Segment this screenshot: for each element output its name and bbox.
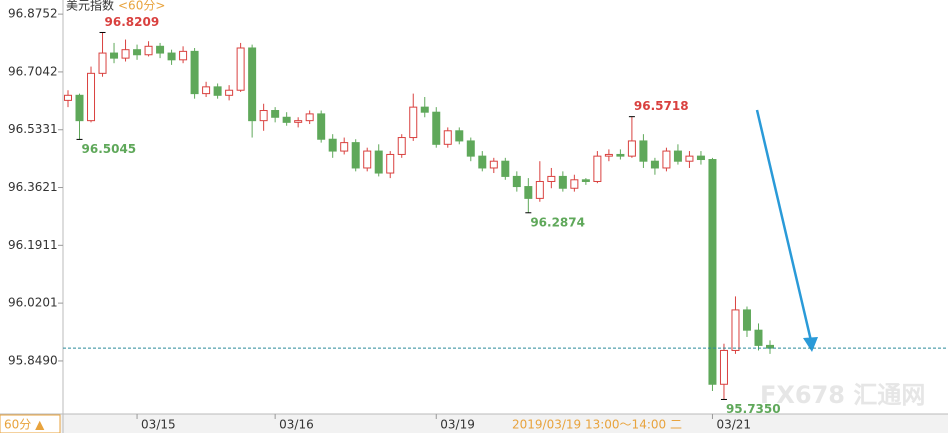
chart-title: 美元指数 bbox=[66, 0, 114, 13]
annotation-label: 96.8209 bbox=[105, 15, 160, 29]
candle-body bbox=[213, 86, 222, 96]
candle-body bbox=[75, 94, 84, 122]
candle-body bbox=[271, 110, 280, 118]
candle-body bbox=[225, 89, 234, 96]
candle-body bbox=[317, 113, 326, 140]
candle-body bbox=[248, 47, 257, 122]
cursor-label: 2019/03/19 13:00～14:00 二 bbox=[512, 418, 682, 432]
candle-body bbox=[650, 160, 659, 169]
candle-body bbox=[501, 160, 510, 177]
y-tick-label: 96.8752 bbox=[8, 7, 58, 21]
candle-body bbox=[570, 179, 579, 189]
candle-body bbox=[742, 309, 751, 331]
candle-body bbox=[374, 150, 383, 174]
x-tick-label: 03/16 bbox=[279, 418, 314, 432]
candle-body bbox=[708, 159, 717, 385]
candle-body bbox=[420, 106, 429, 113]
candle-body bbox=[662, 150, 671, 169]
candle-body bbox=[397, 137, 406, 155]
y-tick-label: 96.1911 bbox=[8, 238, 58, 252]
y-tick-label: 96.5331 bbox=[8, 122, 58, 136]
candle-body bbox=[696, 155, 705, 161]
candle-body bbox=[294, 120, 303, 123]
candle-body bbox=[259, 110, 268, 122]
candle-body bbox=[190, 50, 199, 95]
candle-body bbox=[144, 45, 153, 56]
candle-body bbox=[719, 349, 728, 385]
candle-body bbox=[616, 153, 625, 157]
candle-body bbox=[524, 186, 533, 199]
candle-body bbox=[87, 72, 96, 122]
candle-body bbox=[409, 106, 418, 139]
annotation-label: 96.2874 bbox=[530, 215, 585, 229]
annotation-label: 95.7350 bbox=[726, 402, 781, 416]
candle-body bbox=[386, 153, 395, 174]
candle-body bbox=[236, 47, 245, 91]
x-axis-band bbox=[0, 414, 948, 433]
candle-body bbox=[110, 52, 119, 59]
candle-body bbox=[604, 153, 613, 157]
candle-body bbox=[121, 49, 130, 59]
annotation-label: 96.5718 bbox=[634, 99, 689, 113]
candle-body bbox=[685, 155, 694, 162]
x-tick-label: 03/19 bbox=[440, 418, 475, 432]
period: <60分> bbox=[118, 0, 165, 13]
candle-body bbox=[305, 113, 314, 122]
candle-body bbox=[673, 150, 682, 162]
candle-body bbox=[432, 111, 441, 145]
candle-body bbox=[64, 94, 72, 101]
candle-body bbox=[328, 138, 337, 152]
candle-body bbox=[558, 175, 567, 189]
candle-body bbox=[535, 180, 544, 199]
candle-body bbox=[156, 45, 165, 54]
y-tick-label: 95.8490 bbox=[8, 353, 58, 367]
candle-body bbox=[282, 116, 291, 123]
candle-body bbox=[351, 142, 360, 169]
candle-body bbox=[731, 309, 740, 351]
candle-body bbox=[202, 86, 211, 95]
candle-body bbox=[627, 140, 636, 157]
candle-body bbox=[179, 50, 188, 61]
candle-body bbox=[512, 175, 521, 188]
period-button[interactable] bbox=[0, 414, 61, 433]
candle-body bbox=[443, 130, 452, 145]
y-tick-label: 96.0201 bbox=[8, 296, 58, 310]
trend-arrow bbox=[755, 109, 814, 346]
y-tick-label: 96.7042 bbox=[8, 64, 58, 78]
candle-body bbox=[363, 150, 372, 169]
candle-body bbox=[639, 140, 648, 162]
candle-body bbox=[581, 179, 590, 182]
watermark: FX678 汇通网 bbox=[760, 381, 925, 409]
candle-body bbox=[478, 155, 487, 169]
y-tick-label: 96.3621 bbox=[8, 180, 58, 194]
candle-body bbox=[754, 329, 763, 346]
period-button-label[interactable]: 60分 ▲ bbox=[4, 418, 45, 432]
trend-arrow-head bbox=[803, 337, 818, 352]
x-tick-label: 03/21 bbox=[716, 418, 751, 432]
candle-body bbox=[340, 142, 349, 152]
candle-body bbox=[593, 155, 602, 182]
annotation-label: 96.5045 bbox=[82, 142, 137, 156]
candle-body bbox=[133, 49, 142, 56]
candle-body bbox=[98, 52, 107, 74]
candle-body bbox=[489, 160, 498, 169]
candle-body bbox=[167, 52, 176, 61]
candle-body bbox=[455, 130, 464, 142]
candle-body bbox=[466, 140, 475, 157]
x-tick-label: 03/15 bbox=[141, 418, 176, 432]
candle-body bbox=[547, 175, 556, 182]
